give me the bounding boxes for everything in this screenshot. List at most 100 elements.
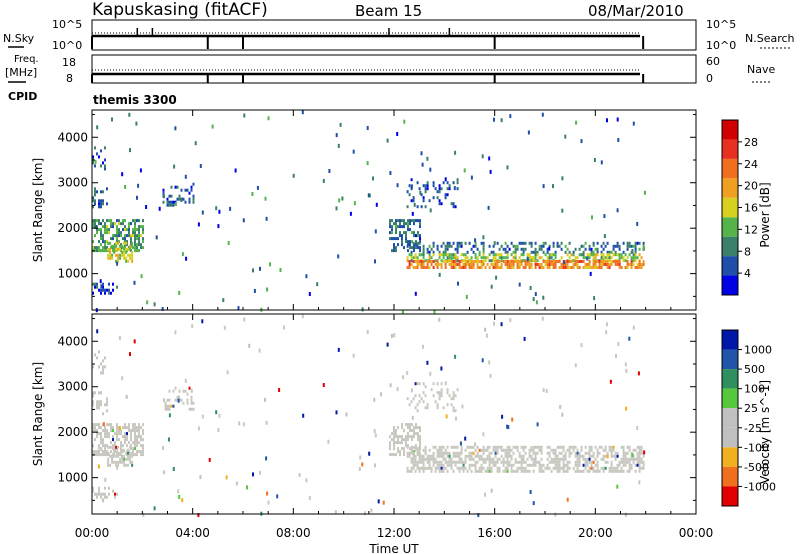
- range-cell: [131, 241, 134, 245]
- range-cell: [554, 463, 557, 467]
- range-cell: [409, 429, 411, 433]
- range-cell: [395, 453, 397, 457]
- range-cell: [410, 259, 413, 263]
- range-cell: [374, 463, 376, 468]
- range-cell: [596, 241, 599, 245]
- range-cell: [118, 240, 120, 244]
- range-cell: [136, 426, 138, 430]
- range-cell: [138, 219, 140, 223]
- range-cell: [532, 445, 535, 449]
- range-cell: [422, 454, 425, 458]
- range-cell: [454, 205, 457, 209]
- range-cell: [506, 457, 509, 461]
- range-cell: [456, 247, 459, 251]
- range-cell: [536, 422, 539, 427]
- range-cell: [522, 469, 525, 473]
- range-cell: [426, 156, 429, 161]
- range-cell: [424, 457, 427, 461]
- range-cell: [305, 274, 308, 279]
- range-cell: [643, 190, 646, 195]
- range-cell: [393, 447, 395, 451]
- range-cell: [412, 196, 415, 200]
- range-cell: [602, 457, 605, 461]
- range-cell: [374, 259, 376, 264]
- range-cell: [588, 253, 591, 257]
- range-cell: [134, 423, 136, 427]
- range-cell: [418, 382, 421, 386]
- range-cell: [534, 241, 537, 245]
- range-cell: [552, 448, 555, 452]
- range-cell: [104, 164, 106, 168]
- range-cell: [436, 454, 439, 458]
- range-cell: [578, 460, 581, 464]
- range-cell: [566, 469, 569, 473]
- range-cell: [190, 407, 193, 411]
- range-cell: [616, 451, 619, 455]
- range-cell: [180, 188, 183, 192]
- range-cell: [541, 316, 544, 321]
- range-cell: [366, 126, 369, 130]
- range-cell: [438, 454, 441, 458]
- range-cell: [520, 454, 523, 458]
- range-cell: [414, 253, 417, 257]
- range-cell: [98, 406, 100, 410]
- range-cell: [594, 247, 597, 251]
- range-cell: [359, 455, 362, 460]
- range-cell: [612, 244, 615, 248]
- range-cell: [395, 441, 397, 445]
- range-cell: [341, 196, 344, 201]
- range-cell: [106, 429, 108, 433]
- range-cell: [399, 435, 401, 439]
- range-cell: [452, 394, 455, 398]
- range-cell: [442, 406, 445, 410]
- range-cell: [568, 466, 571, 470]
- range-cell: [450, 266, 453, 269]
- range-cell: [109, 454, 112, 458]
- range-cell: [413, 222, 415, 226]
- range-cell: [554, 250, 557, 254]
- range-cell: [117, 460, 120, 464]
- range-cell: [125, 247, 128, 251]
- range-cell: [508, 260, 511, 263]
- range-cell: [401, 438, 403, 442]
- range-cell: [586, 460, 589, 465]
- range-cell: [168, 389, 171, 393]
- range-cell: [100, 432, 102, 436]
- range-cell: [434, 263, 437, 266]
- range-cell: [397, 450, 399, 454]
- range-cell: [600, 466, 603, 470]
- range-cell: [636, 445, 639, 449]
- range-cell: [114, 441, 116, 445]
- range-cell: [265, 216, 268, 221]
- range-cell: [476, 247, 479, 251]
- range-cell: [104, 291, 106, 295]
- range-cell: [126, 432, 128, 436]
- range-cell: [540, 445, 543, 449]
- range-cell: [391, 219, 393, 223]
- range-cell: [456, 388, 459, 392]
- range-cell: [590, 454, 593, 458]
- range-cell: [229, 206, 232, 211]
- range-cell: [339, 122, 342, 127]
- range-cell: [487, 205, 490, 210]
- range-cell: [592, 242, 595, 247]
- range-cell: [440, 366, 443, 371]
- range-cell: [516, 260, 519, 263]
- range-cell: [104, 246, 106, 250]
- range-cell: [172, 404, 175, 408]
- range-cell: [397, 237, 399, 241]
- range-cell: [448, 463, 451, 467]
- range-cell: [444, 466, 447, 470]
- range-cell: [516, 244, 519, 248]
- range-cell: [474, 448, 477, 452]
- range-cell: [115, 259, 118, 263]
- range-cell: [140, 246, 142, 250]
- range-cell: [172, 389, 175, 393]
- range-cell: [446, 403, 449, 407]
- range-cell: [518, 460, 521, 464]
- range-cell: [436, 460, 439, 464]
- range-cell: [109, 256, 112, 260]
- range-cell: [126, 438, 128, 442]
- range-cell: [114, 444, 116, 448]
- range-cell: [119, 256, 122, 260]
